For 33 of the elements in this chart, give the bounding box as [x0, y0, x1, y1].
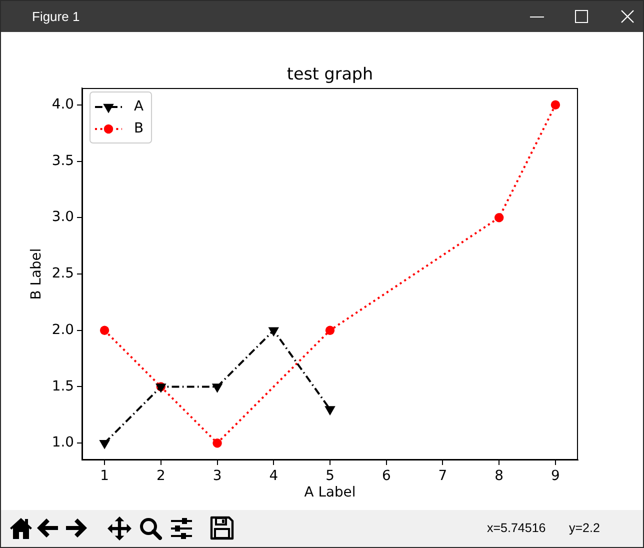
point [212, 384, 223, 393]
point [325, 326, 335, 335]
y-tick-label: 1.0 [52, 434, 74, 451]
x-axis-title: A Label [304, 484, 356, 501]
caption: Figure 1 [32, 9, 80, 24]
x-tick-label: 6 [382, 468, 391, 484]
y-tick-label: 1.5 [52, 378, 74, 394]
point [268, 327, 280, 337]
y-tick-label: 3.5 [52, 152, 74, 169]
x-tick-label: 4 [269, 468, 278, 484]
x-tick-label: 7 [438, 468, 448, 484]
x-tick-label: 9 [551, 468, 560, 484]
y-tick-label: 4.0 [52, 96, 74, 113]
point [100, 326, 110, 335]
point [494, 213, 504, 222]
y-tick-label: 2.0 [52, 322, 74, 338]
legend-label: B [134, 120, 144, 137]
point [324, 406, 336, 416]
y-axis-title: B Label [28, 248, 45, 300]
text: y=2.2 [569, 521, 600, 535]
x-tick-label: 1 [100, 468, 109, 484]
y-tick-label: 2.5 [52, 266, 74, 282]
x-tick-label: 8 [494, 468, 504, 484]
x-tick-label: 2 [156, 468, 166, 484]
legend-label: A [134, 98, 144, 115]
point [99, 440, 110, 450]
chart-title: test graph [286, 63, 374, 84]
x-tick-label: 3 [212, 468, 222, 484]
point [550, 100, 560, 110]
text: x=5.74516 [487, 521, 546, 535]
x-tick-label: 5 [326, 468, 334, 484]
point [212, 438, 222, 448]
y-tick-label: 3.0 [52, 209, 74, 226]
